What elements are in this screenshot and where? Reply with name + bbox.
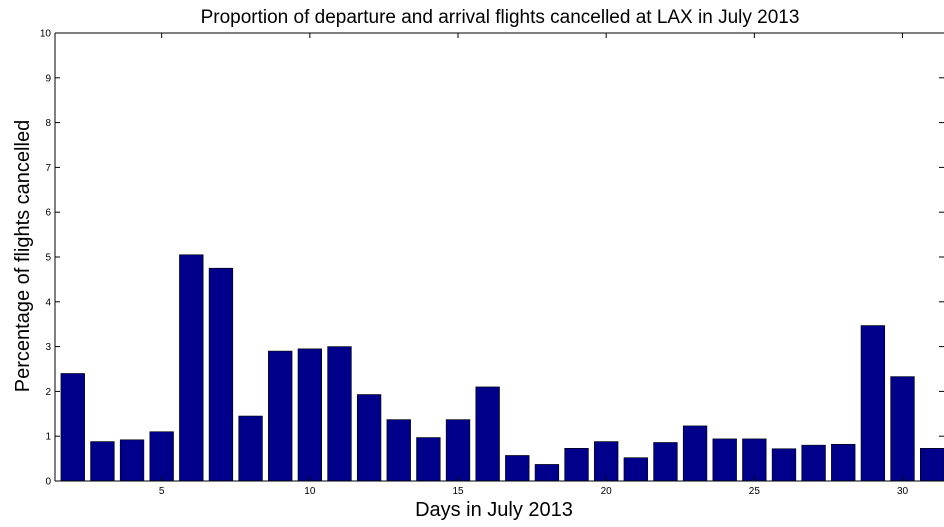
bar-day-31 bbox=[919, 447, 944, 482]
x-axis-label: Days in July 2013 bbox=[415, 499, 573, 521]
bar-day-12 bbox=[356, 394, 382, 482]
bar-day-15 bbox=[445, 419, 471, 482]
x-tick-label-20: 20 bbox=[601, 486, 613, 497]
bar-day-11 bbox=[327, 346, 352, 482]
bar-day-13 bbox=[386, 419, 411, 482]
bar-day-2 bbox=[60, 373, 85, 482]
y-tick-label-3: 3 bbox=[45, 342, 51, 353]
bar-day-20 bbox=[594, 441, 619, 482]
chart-title: Proportion of departure and arrival flig… bbox=[201, 7, 800, 28]
y-tick-label-8: 8 bbox=[45, 118, 51, 129]
y-tick-label-0: 0 bbox=[45, 477, 51, 488]
y-tick-label-9: 9 bbox=[45, 73, 51, 84]
bar-day-21 bbox=[623, 457, 648, 482]
bars-group bbox=[60, 254, 944, 482]
bar-day-23 bbox=[682, 425, 708, 482]
y-tick-label-1: 1 bbox=[45, 432, 51, 443]
bar-day-24 bbox=[712, 438, 737, 482]
bar-day-22 bbox=[653, 442, 678, 482]
y-axis-label: Percentage of flights cancelled bbox=[12, 120, 34, 392]
bar-day-4 bbox=[119, 439, 145, 482]
y-tick-label-5: 5 bbox=[45, 253, 51, 264]
x-tick-label-5: 5 bbox=[159, 486, 165, 497]
bar-day-14 bbox=[416, 437, 441, 482]
x-tick-label-30: 30 bbox=[897, 486, 909, 497]
x-tick-label-15: 15 bbox=[452, 486, 464, 497]
bar-day-18 bbox=[534, 464, 560, 482]
bar-day-5 bbox=[149, 431, 174, 482]
x-tick-label-10: 10 bbox=[304, 486, 316, 497]
bar-day-30 bbox=[890, 376, 915, 482]
bar-day-10 bbox=[297, 348, 323, 482]
y-tick-label-6: 6 bbox=[45, 208, 51, 219]
bar-day-8 bbox=[238, 415, 263, 482]
y-tick-label-2: 2 bbox=[45, 387, 51, 398]
y-tick-label-10: 10 bbox=[40, 29, 52, 40]
x-tick-label-25: 25 bbox=[749, 486, 761, 497]
bar-day-25 bbox=[742, 438, 767, 482]
bar-day-9 bbox=[268, 350, 293, 482]
bar-day-16 bbox=[475, 386, 500, 482]
bar-day-19 bbox=[564, 447, 589, 482]
bar-day-27 bbox=[801, 444, 826, 482]
axes-group: 0 1 2 3 4 5 6 7 8 9 10 5 10 15 20 25 30 bbox=[40, 29, 944, 497]
bar-day-26 bbox=[771, 448, 797, 482]
bar-day-28 bbox=[831, 443, 856, 482]
bar-day-3 bbox=[90, 441, 115, 482]
bar-day-17 bbox=[505, 455, 530, 482]
bar-day-29 bbox=[860, 325, 886, 482]
bar-day-7 bbox=[208, 267, 234, 482]
bar-day-6 bbox=[179, 254, 204, 482]
y-tick-label-4: 4 bbox=[45, 297, 51, 308]
y-tick-label-7: 7 bbox=[45, 163, 51, 174]
